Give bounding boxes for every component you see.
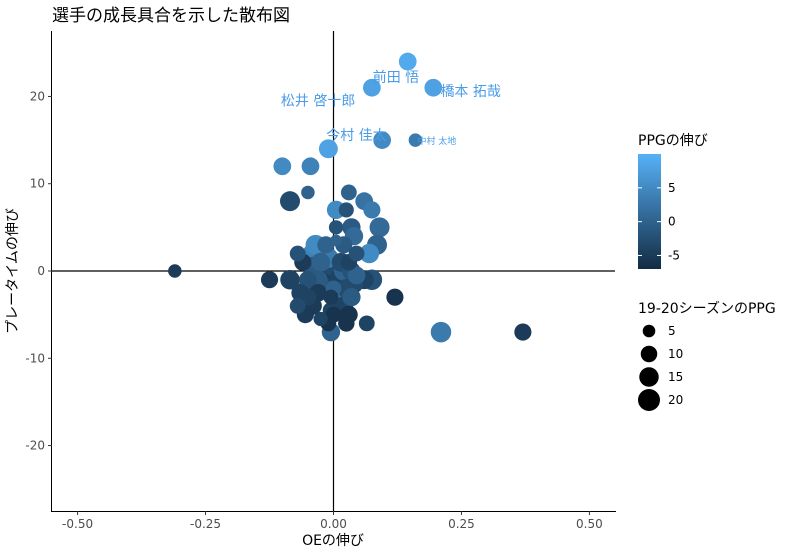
data-point	[373, 131, 391, 149]
x-tick-label: -0.50	[62, 517, 93, 531]
colorbar-tick-label: 0	[668, 215, 676, 229]
size-legend-key	[640, 345, 658, 363]
x-tick-label: 0.50	[576, 517, 603, 531]
colorbar-tick-label: 5	[668, 181, 676, 195]
data-point	[299, 270, 317, 289]
data-point	[348, 245, 365, 262]
player-label: 松井 啓十郎	[281, 94, 355, 110]
colorbar-ticks: -5 0 5	[638, 181, 680, 262]
player-label: 橋本 拓哉	[440, 84, 500, 100]
chart-title: 選手の成長具合を示した散布図	[52, 6, 290, 26]
x-axis-ticks: -0.50 -0.25 0.00 0.25 0.50	[62, 511, 603, 531]
data-point	[342, 288, 361, 307]
x-tick-label: 0.00	[320, 517, 347, 531]
size-legend-title: 19-20シーズンのPPG	[638, 301, 776, 317]
data-point	[289, 298, 306, 314]
y-axis-title: プレータイムの伸び	[5, 208, 21, 334]
data-point	[311, 252, 331, 272]
size-legend-items: 5 10 15 20	[638, 324, 683, 411]
data-point	[260, 271, 279, 289]
plot-panel: -0.50 -0.25 0.00 0.25 0.50 -20 -10 0 10 20 前田 悟橋…	[25, 31, 616, 531]
color-legend-title: PPGの伸び	[638, 133, 708, 149]
data-point	[514, 323, 532, 341]
size-legend-label: 10	[668, 347, 683, 361]
data-point	[359, 243, 380, 264]
data-point	[280, 269, 300, 290]
data-point	[347, 266, 366, 285]
data-point	[289, 245, 306, 262]
data-point	[338, 315, 355, 332]
y-tick-label: 0	[37, 264, 45, 278]
size-legend: 19-20シーズンのPPG 5 10 15 20	[638, 301, 776, 411]
data-point	[424, 78, 443, 97]
y-tick-label: -10	[25, 351, 45, 365]
data-point	[338, 202, 354, 218]
colorbar-tick-label: -5	[668, 248, 680, 262]
y-axis-ticks: -20 -10 0 10 20	[25, 89, 52, 453]
size-legend-label: 5	[668, 324, 676, 338]
data-point	[313, 311, 328, 327]
data-point	[358, 315, 375, 332]
size-legend-key	[639, 367, 659, 387]
data-point	[363, 78, 381, 97]
points-layer	[168, 52, 532, 343]
size-legend-label: 20	[668, 393, 683, 407]
y-tick-label: -20	[25, 439, 45, 453]
data-point	[369, 217, 390, 238]
data-point	[323, 289, 339, 305]
data-point	[340, 184, 357, 201]
x-axis-title: OEの伸び	[302, 533, 364, 549]
data-point	[386, 288, 404, 306]
data-point	[398, 52, 417, 71]
data-point	[168, 264, 182, 278]
data-point	[328, 220, 344, 235]
data-point	[279, 191, 300, 212]
player-label: 今村 佳太	[326, 128, 386, 144]
size-legend-label: 15	[668, 370, 683, 384]
data-point	[301, 157, 320, 176]
data-point	[363, 201, 381, 219]
size-legend-key	[642, 324, 656, 338]
x-tick-label: 0.25	[448, 517, 475, 531]
size-legend-key	[638, 389, 660, 411]
colorbar	[638, 154, 661, 269]
player-label: 中村 太地	[417, 135, 456, 147]
data-point	[430, 321, 452, 343]
color-legend: PPGの伸び -5 0 5	[638, 133, 708, 269]
data-point	[301, 185, 315, 200]
data-point	[408, 133, 423, 147]
player-label: 前田 悟	[373, 69, 419, 86]
y-tick-label: 20	[30, 89, 45, 103]
x-tick-label: -0.25	[190, 517, 221, 531]
data-point	[330, 234, 342, 247]
data-point	[273, 157, 292, 176]
y-tick-label: 10	[30, 177, 45, 191]
data-point	[317, 236, 335, 254]
data-point	[318, 139, 338, 159]
